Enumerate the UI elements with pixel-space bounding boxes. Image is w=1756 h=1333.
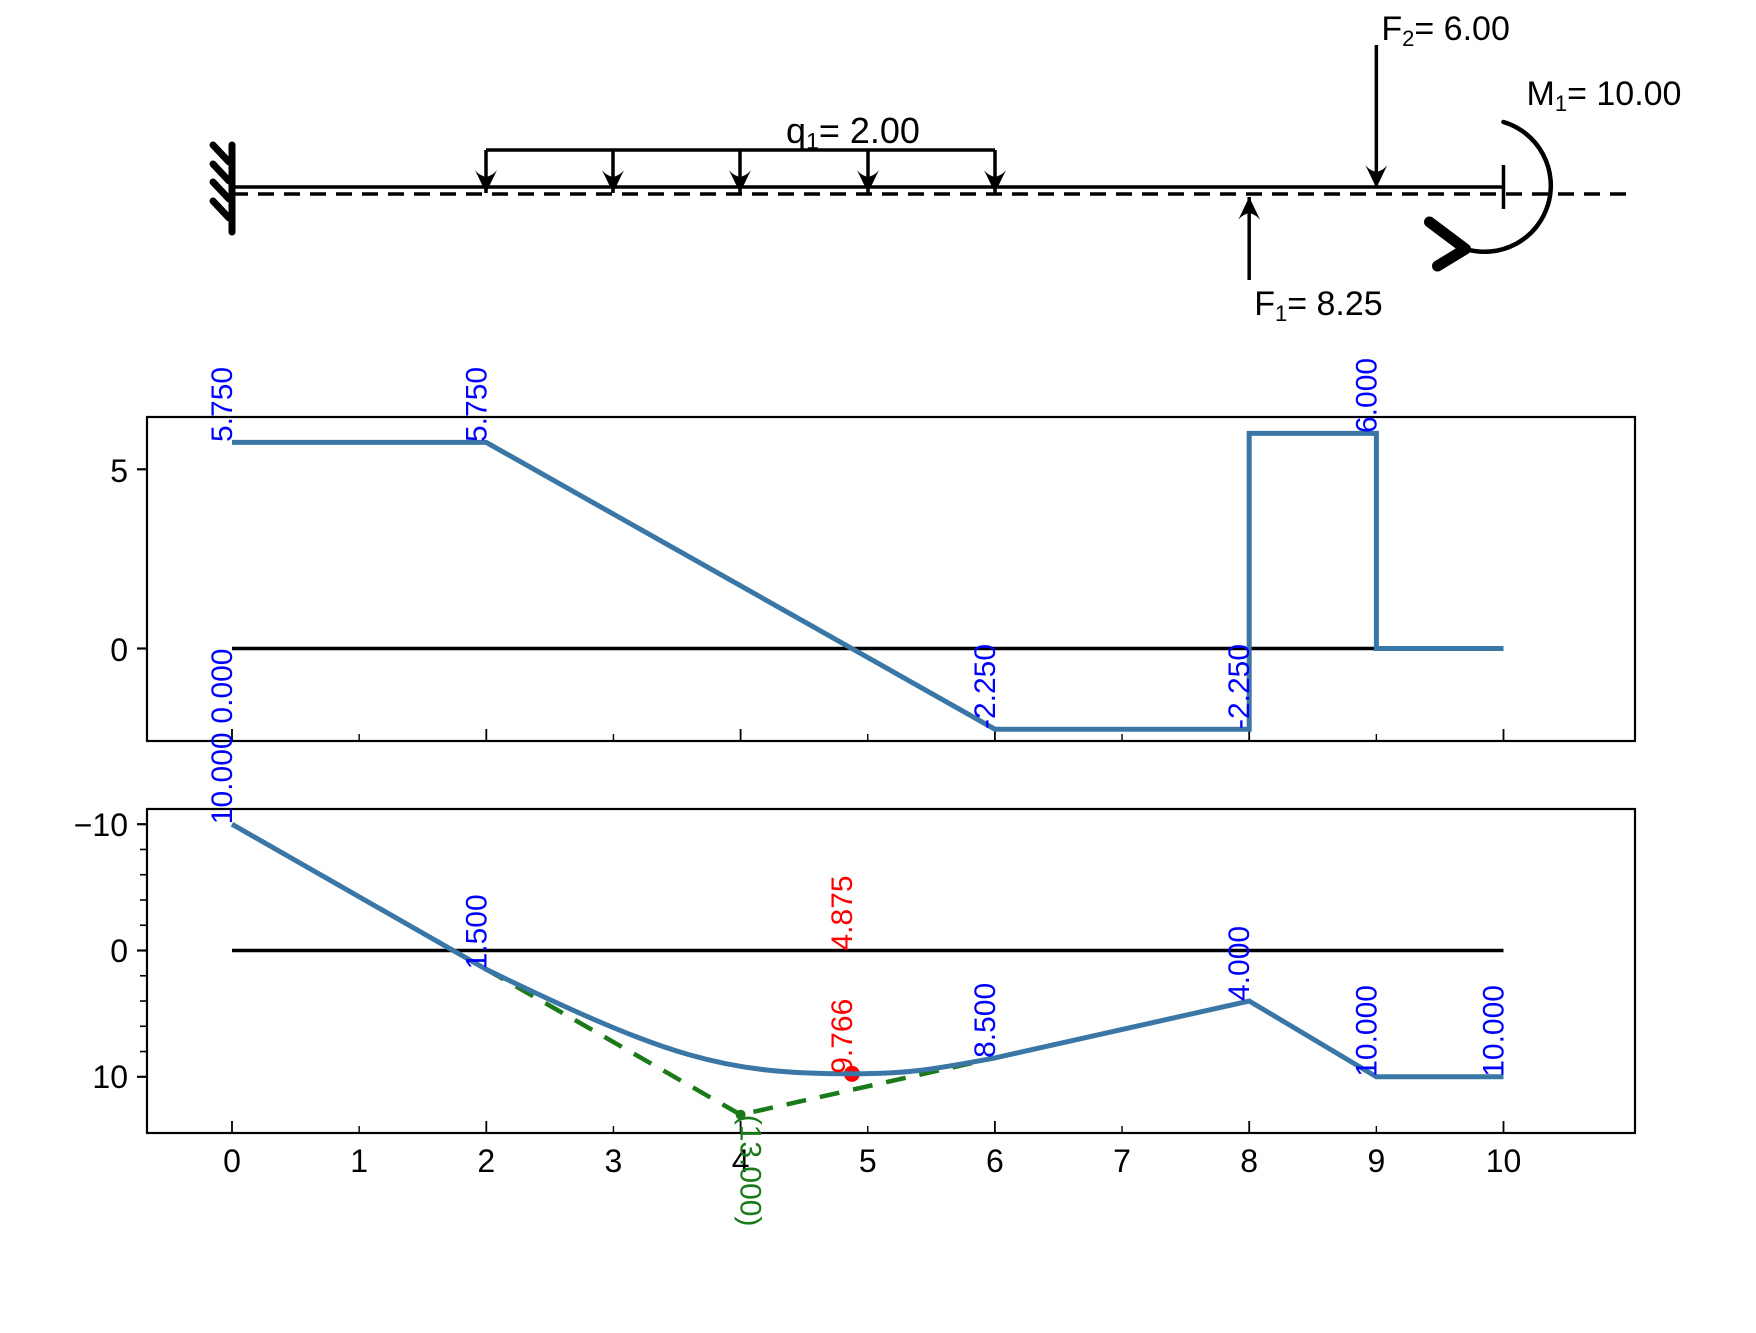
svg-text:8.500: 8.500 [969, 983, 1002, 1058]
svg-text:0.000: 0.000 [206, 649, 239, 724]
svg-text:-2.250: -2.250 [1223, 644, 1256, 729]
svg-text:0: 0 [110, 933, 128, 969]
svg-text:6: 6 [986, 1143, 1004, 1179]
svg-text:1: 1 [350, 1143, 368, 1179]
svg-text:0: 0 [110, 632, 128, 668]
svg-text:9: 9 [1367, 1143, 1385, 1179]
svg-text:3: 3 [605, 1143, 623, 1179]
svg-text:9.766: 9.766 [826, 999, 859, 1074]
svg-text:0: 0 [223, 1143, 241, 1179]
svg-text:F1= 8.25: F1= 8.25 [1254, 285, 1383, 326]
svg-text:10: 10 [1486, 1143, 1522, 1179]
svg-text:4.875: 4.875 [826, 875, 859, 950]
svg-text:5.750: 5.750 [460, 367, 493, 442]
svg-text:5.750: 5.750 [206, 367, 239, 442]
svg-text:7: 7 [1113, 1143, 1131, 1179]
svg-text:2: 2 [477, 1143, 495, 1179]
svg-text:1.500: 1.500 [460, 894, 493, 969]
svg-text:M1= 10.00: M1= 10.00 [1527, 75, 1682, 116]
svg-text:-2.250: -2.250 [969, 644, 1002, 729]
svg-text:10.000: 10.000 [1478, 985, 1511, 1077]
svg-text:6.000: 6.000 [1350, 358, 1383, 433]
svg-text:5: 5 [110, 453, 128, 489]
svg-text:10.000: 10.000 [206, 732, 239, 824]
svg-text:−10: −10 [74, 807, 128, 843]
svg-text:10.000: 10.000 [1350, 985, 1383, 1077]
svg-text:10: 10 [92, 1059, 128, 1095]
svg-text:F2= 6.00: F2= 6.00 [1381, 10, 1510, 51]
svg-text:8: 8 [1240, 1143, 1258, 1179]
svg-text:(13.000): (13.000) [734, 1115, 767, 1227]
svg-text:5: 5 [859, 1143, 877, 1179]
svg-text:4.000: 4.000 [1223, 926, 1256, 1001]
